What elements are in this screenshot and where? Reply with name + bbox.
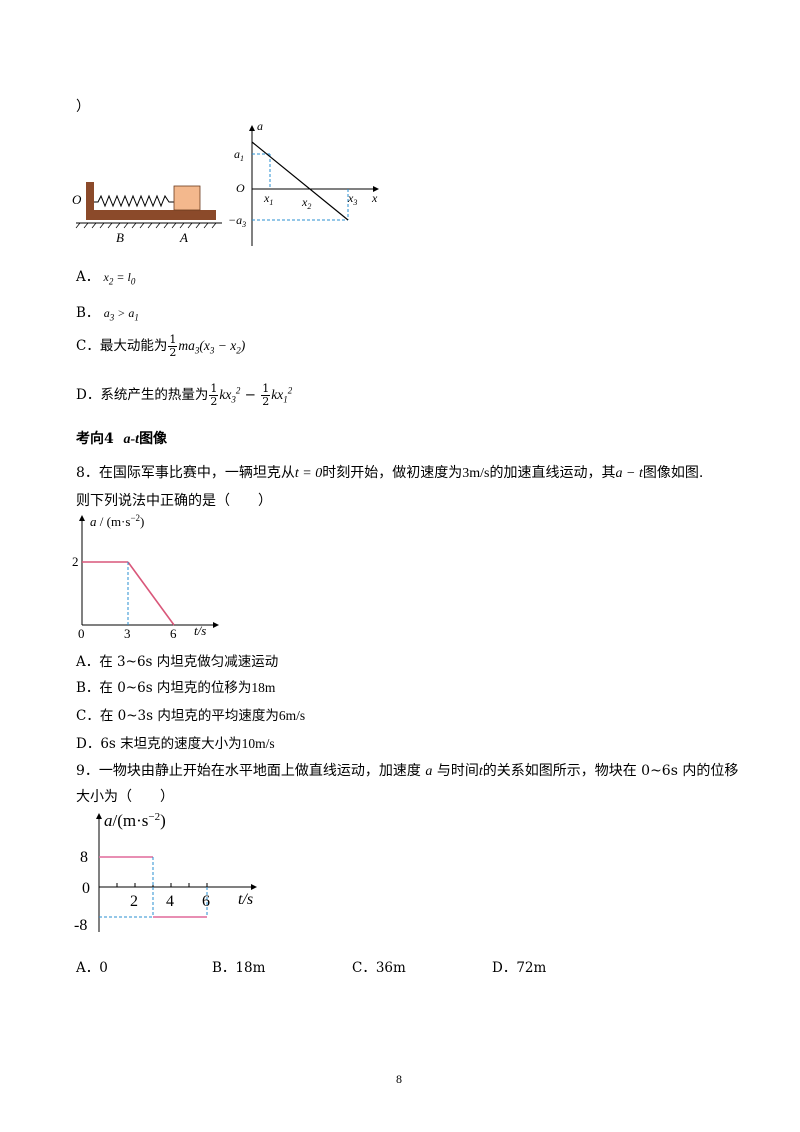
q9-stem-line1: 9．一物块由静止开始在水平地面上做直线运动，加速度 a 与时间t的关系如图所示，… <box>76 763 739 779</box>
q8-xtick-6: 6 <box>170 626 177 640</box>
axis-label-x: x <box>371 191 378 205</box>
q8-x-label: t/s <box>194 623 206 638</box>
q7-option-d[interactable]: D．系统产生的热量为 1 2 kx32 − 1 2 kx12 <box>76 382 293 408</box>
q9-x-ticks <box>116 883 208 887</box>
q7-option-a-formula: x2 = l0 <box>103 270 136 287</box>
wall <box>86 182 94 218</box>
axis-label-a: a <box>257 119 263 133</box>
q8-option-a[interactable]: A．在 3~6s 内坦克做匀减速运动 <box>76 654 279 670</box>
q8-stem-line1: 8．在国际军事比赛中，一辆坦克从t = 0时刻开始，做初速度为3m/s的加速直线… <box>76 465 704 481</box>
base-plate <box>86 210 216 220</box>
q9-at-chart: a/(m·s−2) 8 0 -8 2 4 6 t/s <box>74 811 257 934</box>
q8-option-c[interactable]: C．在 0~3s 内坦克的平均速度为6m/s <box>76 708 306 724</box>
q9-x-label: t/s <box>238 891 253 908</box>
q7-option-b-formula: a3 > a1 <box>103 306 139 323</box>
label-x3: x3 <box>347 191 357 207</box>
q7-option-a[interactable]: A． x2 = l0 <box>76 269 136 287</box>
ground-hatch <box>75 222 217 229</box>
q8-xtick-0: 0 <box>78 626 85 640</box>
q8-ytick-2: 2 <box>72 554 79 569</box>
label-x1: x1 <box>263 191 273 207</box>
q9-stem-line2: 大小为（ ） <box>76 789 174 805</box>
q9-option-a[interactable]: A．0 <box>76 960 108 976</box>
ax-line <box>251 141 349 221</box>
q7-option-c-formula: ma3(x3 − x2) <box>178 338 246 356</box>
label-B: B <box>116 230 124 245</box>
spring <box>94 194 174 208</box>
q8-option-b[interactable]: B．在 0~6s 内坦克的位移为18m <box>76 680 276 696</box>
label-origin: O <box>236 181 245 195</box>
q9-y-label: a/(m·s−2) <box>104 811 166 830</box>
q9-xtick-4: 4 <box>166 893 174 910</box>
label-A: A <box>179 230 188 245</box>
q8-at-chart: a / (m·s−2) 2 0 3 6 t/s <box>72 513 219 640</box>
q9-option-d[interactable]: D．72m <box>492 960 547 976</box>
q8-option-d[interactable]: D．6s 末坦克的速度大小为10m/s <box>76 736 275 752</box>
page-number: 8 <box>396 1072 402 1086</box>
q7-option-c[interactable]: C．最大动能为 1 2 ma3(x3 − x2) <box>76 333 246 359</box>
label-O: O <box>72 192 82 207</box>
spring-block-figure: O B A <box>72 182 222 245</box>
q7-ax-graph: a a1 O x −a3 x1 x2 x3 <box>228 119 379 246</box>
q9-ytick-neg8: -8 <box>74 917 87 934</box>
label-neg-a3: −a3 <box>228 213 246 229</box>
q7-option-b[interactable]: B． a3 > a1 <box>76 305 139 323</box>
q9-option-c[interactable]: C．36m <box>352 960 406 976</box>
q9-ytick-8: 8 <box>80 849 88 866</box>
q8-xtick-3: 3 <box>124 626 131 640</box>
label-x2: x2 <box>301 195 311 211</box>
q7-option-d-term1: kx32 <box>219 385 241 405</box>
section-heading: 考向4 a-t图像 <box>76 431 168 447</box>
q8-stem-line2: 则下列说法中正确的是（ ） <box>76 493 272 509</box>
q7-option-d-term2: kx12 <box>271 385 293 405</box>
q9-ytick-0: 0 <box>82 880 90 897</box>
q9-option-b[interactable]: B．18m <box>212 960 266 976</box>
q8-segment-2 <box>127 561 175 626</box>
block-a <box>173 185 201 211</box>
q9-xtick-6: 6 <box>202 893 210 910</box>
q9-xtick-2: 2 <box>130 893 138 910</box>
label-a1: a1 <box>234 147 244 163</box>
q8-y-label: a / (m·s−2) <box>90 513 144 529</box>
top-fragment: ） <box>76 99 90 115</box>
